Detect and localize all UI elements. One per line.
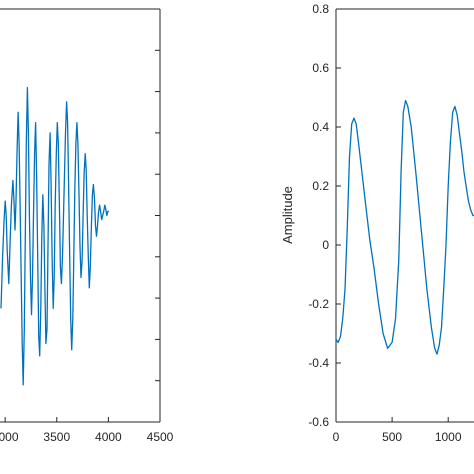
left-x-tick-label: 3000 xyxy=(0,430,19,444)
right-y-tick-label: 0.2 xyxy=(312,179,329,193)
right-series-line xyxy=(335,99,474,355)
right-y-tick-label: 0.4 xyxy=(312,120,329,134)
right-y-ticks: 0.8 0.6 0.4 0.2 0 -0.2 -0.4 -0.6 xyxy=(308,2,341,429)
right-x-ticks: 0 500 1000 xyxy=(333,417,462,444)
right-y-tick-label: -0.2 xyxy=(308,297,329,311)
right-y-tick-label: 0.6 xyxy=(312,61,329,75)
left-x-tick-label: 4500 xyxy=(147,430,174,444)
left-x-tick-label: 3500 xyxy=(43,430,70,444)
right-y-axis-title: Amplitude xyxy=(280,186,295,244)
left-x-ticks: 3000 3500 4000 4500 xyxy=(0,417,174,444)
left-series-line xyxy=(0,86,109,386)
right-y-tick-label: 0.8 xyxy=(312,2,329,16)
right-x-tick-label: 0 xyxy=(333,430,340,444)
right-y-tick-label: -0.6 xyxy=(308,415,329,429)
chart-right: 0.8 0.6 0.4 0.2 0 -0.2 -0.4 -0.6 0 500 1000 Ampli… xyxy=(280,2,474,444)
right-x-tick-label: 1000 xyxy=(435,430,462,444)
right-y-tick-label: -0.4 xyxy=(308,356,329,370)
right-x-tick-label: 500 xyxy=(382,430,402,444)
left-right-ticks xyxy=(155,49,160,382)
right-y-tick-label: 0 xyxy=(322,238,329,252)
left-x-tick-label: 4000 xyxy=(95,430,122,444)
chart-left: 3000 3500 4000 4500 xyxy=(0,8,174,444)
